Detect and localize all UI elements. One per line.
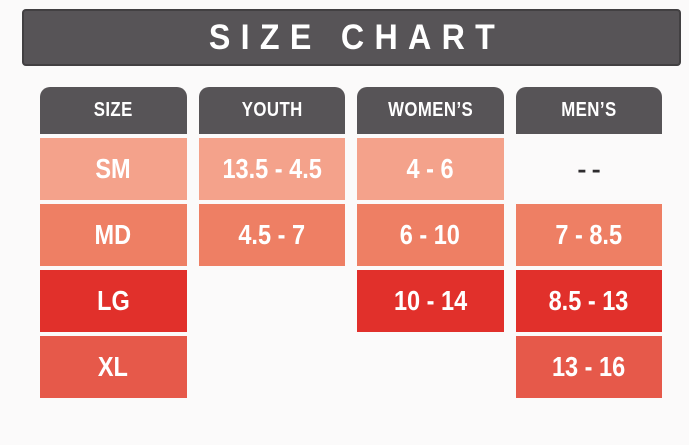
cell-xl-mens: 13 - 16: [515, 336, 662, 398]
cell-xl-size: XL: [40, 336, 187, 398]
cell-sm-womens-value: 4 - 6: [406, 153, 454, 184]
cell-sm-youth: 13.5 - 4.5: [198, 138, 345, 200]
cell-md-womens-value: 6 - 10: [400, 219, 461, 250]
column-header-size: SIZE: [40, 87, 187, 134]
cell-xl-mens-value: 13 - 16: [552, 351, 626, 382]
cell-sm-mens-value: --: [576, 155, 606, 183]
cell-lg-size-value: LG: [96, 285, 130, 316]
column-header-mens: MEN’S: [515, 87, 662, 134]
cell-sm-mens: --: [516, 138, 663, 200]
cell-lg-mens-value: 8.5 - 13: [548, 285, 629, 316]
cell-xl-womens-empty: [357, 336, 504, 398]
cell-sm-size: SM: [40, 138, 187, 200]
size-table: SIZE YOUTH WOMEN’S MEN’S SM 13.5 - 4.5 4…: [40, 87, 662, 398]
cell-md-mens-value: 7 - 8.5: [555, 219, 623, 250]
column-header-youth: YOUTH: [198, 87, 345, 134]
cell-md-mens: 7 - 8.5: [515, 204, 662, 266]
column-header-mens-label: MEN’S: [561, 99, 617, 121]
title-bar: SIZE CHART: [22, 9, 681, 66]
cell-xl-size-value: XL: [98, 351, 129, 382]
cell-lg-size: LG: [40, 270, 187, 332]
cell-md-size-value: MD: [94, 219, 132, 250]
cell-sm-womens: 4 - 6: [357, 138, 504, 200]
cell-sm-size-value: SM: [95, 153, 131, 184]
cell-lg-womens: 10 - 14: [357, 270, 504, 332]
column-header-size-label: SIZE: [93, 99, 133, 121]
cell-lg-womens-value: 10 - 14: [393, 285, 467, 316]
column-header-womens: WOMEN’S: [357, 87, 504, 134]
column-header-womens-label: WOMEN’S: [387, 99, 473, 121]
cell-lg-mens: 8.5 - 13: [515, 270, 662, 332]
cell-xl-youth-empty: [199, 336, 346, 398]
cell-md-womens: 6 - 10: [357, 204, 504, 266]
cell-lg-youth-empty: [199, 270, 346, 332]
column-header-youth-label: YOUTH: [241, 99, 303, 121]
cell-md-youth: 4.5 - 7: [198, 204, 345, 266]
cell-md-size: MD: [40, 204, 187, 266]
cell-sm-youth-value: 13.5 - 4.5: [222, 153, 322, 184]
page-title: SIZE CHART: [208, 17, 506, 57]
cell-md-youth-value: 4.5 - 7: [238, 219, 306, 250]
